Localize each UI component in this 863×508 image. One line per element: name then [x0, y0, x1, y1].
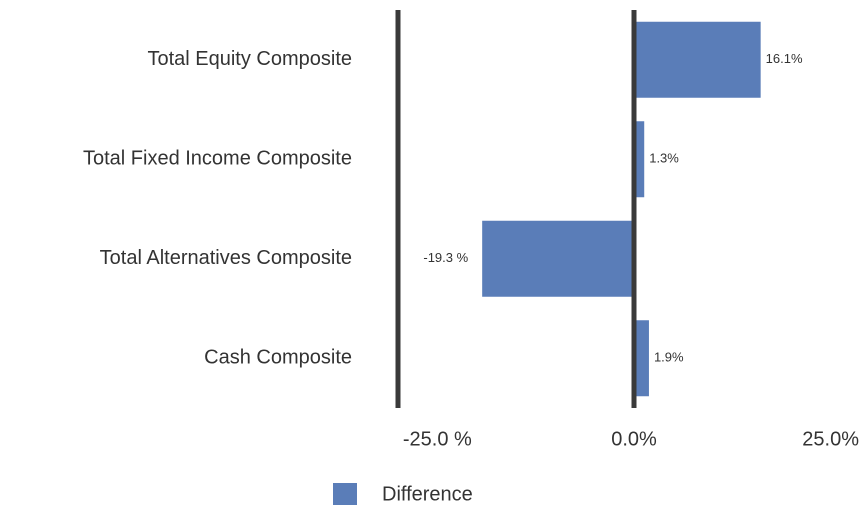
- value-label: 1.3%: [649, 151, 679, 166]
- legend-swatch: [333, 483, 357, 505]
- bar: [634, 21, 761, 98]
- legend-label: Difference: [382, 483, 473, 505]
- category-label: Total Fixed Income Composite: [83, 148, 352, 170]
- x-tick-label: -25.0 %: [403, 428, 472, 450]
- category-label: Cash Composite: [204, 347, 352, 369]
- value-label: -19.3 %: [423, 250, 468, 265]
- x-tick-label: 25.0%: [802, 428, 859, 450]
- bar: [634, 320, 649, 397]
- x-tick-label: 0.0%: [611, 428, 657, 450]
- category-label: Total Equity Composite: [147, 48, 352, 70]
- category-label: Total Alternatives Composite: [100, 247, 352, 269]
- value-label: 1.9%: [654, 350, 684, 365]
- value-label: 16.1%: [766, 51, 803, 66]
- bar: [634, 121, 645, 198]
- bar: [482, 220, 634, 297]
